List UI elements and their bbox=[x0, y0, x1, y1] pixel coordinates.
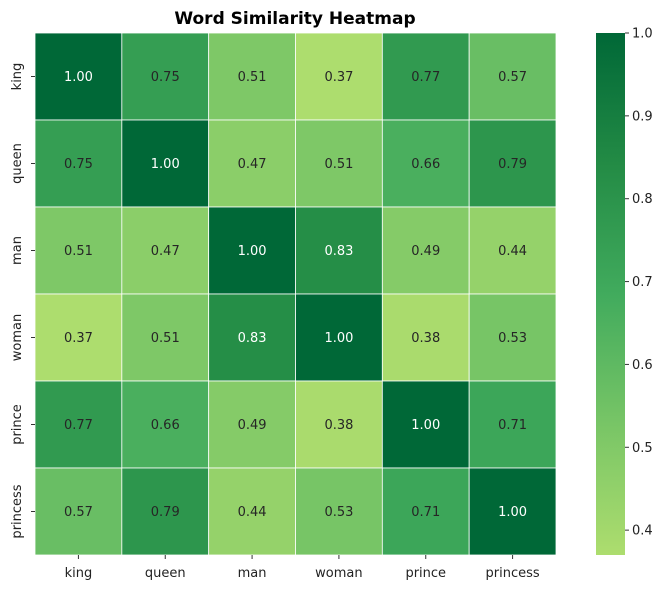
heatmap-cell-prince-woman bbox=[295, 380, 383, 469]
colorbar-tick-label: 0.4 bbox=[632, 524, 653, 539]
cell-value-label: 0.77 bbox=[411, 70, 440, 85]
y-tick-label: princess bbox=[10, 484, 25, 538]
cell-value-label: 1.00 bbox=[324, 331, 353, 346]
cell-value-label: 0.51 bbox=[238, 70, 267, 85]
x-tick-label: princess bbox=[486, 566, 540, 581]
colorbar bbox=[596, 33, 625, 555]
cell-value-label: 0.83 bbox=[238, 331, 267, 346]
heatmap-cell-princess-princess bbox=[468, 467, 557, 556]
cell-value-label: 0.79 bbox=[498, 157, 527, 172]
cell-value-label: 0.53 bbox=[498, 331, 527, 346]
y-tick-label: queen bbox=[10, 143, 25, 184]
heatmap-cell-princess-king bbox=[34, 467, 123, 556]
cell-value-label: 0.75 bbox=[151, 70, 180, 85]
heatmap-cell-prince-king bbox=[34, 380, 123, 469]
cell-value-label: 0.71 bbox=[498, 418, 527, 433]
cell-value-label: 0.51 bbox=[64, 244, 93, 259]
cell-value-label: 0.57 bbox=[498, 70, 527, 85]
cell-value-label: 0.47 bbox=[151, 244, 180, 259]
cell-value-label: 0.75 bbox=[64, 157, 93, 172]
x-axis: king queen man woman prince princess bbox=[65, 555, 540, 581]
y-axis: king queen man woman prince princess bbox=[10, 63, 35, 539]
y-tick-label: king bbox=[10, 63, 25, 91]
cell-value-label: 0.37 bbox=[64, 331, 93, 346]
heatmap-cell-queen-woman bbox=[295, 119, 383, 208]
heatmap-cell-man-princess bbox=[468, 206, 557, 295]
heatmap-cell-queen-queen bbox=[121, 119, 210, 208]
cell-value-label: 1.00 bbox=[64, 70, 93, 85]
heatmap-cell-woman-prince bbox=[381, 293, 470, 382]
heatmap-cell-king-princess bbox=[468, 32, 557, 121]
heatmap-cell-king-prince bbox=[381, 32, 470, 121]
cell-value-label: 0.38 bbox=[324, 418, 353, 433]
cell-value-label: 0.38 bbox=[411, 331, 440, 346]
heatmap-cell-man-woman bbox=[295, 206, 383, 295]
heatmap-cell-man-prince bbox=[381, 206, 470, 295]
cell-value-label: 0.66 bbox=[411, 157, 440, 172]
heatmap-cell-woman-king bbox=[34, 293, 123, 382]
colorbar-tick-label: 0.9 bbox=[632, 109, 653, 124]
cell-value-label: 0.47 bbox=[238, 157, 267, 172]
heatmap-cell-king-queen bbox=[121, 32, 210, 121]
heatmap-cell-woman-woman bbox=[295, 293, 383, 382]
chart-title: Word Similarity Heatmap bbox=[174, 9, 415, 29]
x-tick-label: king bbox=[65, 566, 93, 581]
heatmap-cell-king-king bbox=[34, 32, 123, 121]
heatmap-cell-labels: 1.00 0.75 0.51 0.37 0.77 0.57 0.75 1.00 0.47 0.51… bbox=[64, 70, 527, 520]
cell-value-label: 0.79 bbox=[151, 505, 180, 520]
cell-value-label: 1.00 bbox=[238, 244, 267, 259]
heatmap-cells bbox=[34, 32, 557, 556]
colorbar-tick-label: 0.8 bbox=[632, 192, 653, 207]
cell-value-label: 0.53 bbox=[324, 505, 353, 520]
heatmap-cell-woman-man bbox=[208, 293, 296, 382]
heatmap-cell-prince-man bbox=[208, 380, 296, 469]
heatmap-cell-king-man bbox=[208, 32, 296, 121]
heatmap-cell-woman-princess bbox=[468, 293, 557, 382]
cell-value-label: 0.66 bbox=[151, 418, 180, 433]
x-tick-label: man bbox=[238, 566, 267, 581]
colorbar-axis: 0.4 0.5 0.6 0.7 0.8 0.9 1.0 bbox=[625, 27, 653, 539]
cell-value-label: 0.49 bbox=[411, 244, 440, 259]
x-tick-label: queen bbox=[145, 566, 186, 581]
colorbar-tick-label: 0.5 bbox=[632, 441, 653, 456]
cell-value-label: 0.49 bbox=[238, 418, 267, 433]
heatmap-cell-prince-princess bbox=[468, 380, 557, 469]
cell-value-label: 0.57 bbox=[64, 505, 93, 520]
colorbar-tick-label: 0.6 bbox=[632, 358, 653, 373]
heatmap-cell-man-king bbox=[34, 206, 123, 295]
cell-value-label: 0.77 bbox=[64, 418, 93, 433]
cell-value-label: 0.71 bbox=[411, 505, 440, 520]
cell-value-label: 0.37 bbox=[324, 70, 353, 85]
heatmap-cell-man-queen bbox=[121, 206, 210, 295]
x-tick-label: woman bbox=[315, 566, 362, 581]
cell-value-label: 0.51 bbox=[324, 157, 353, 172]
y-tick-label: prince bbox=[10, 404, 25, 445]
cell-value-label: 1.00 bbox=[151, 157, 180, 172]
cell-value-label: 0.44 bbox=[498, 244, 527, 259]
heatmap-cell-man-man bbox=[208, 206, 296, 295]
colorbar-tick-label: 0.7 bbox=[632, 275, 653, 290]
cell-value-label: 0.51 bbox=[151, 331, 180, 346]
y-tick-label: woman bbox=[10, 314, 25, 361]
cell-value-label: 0.83 bbox=[324, 244, 353, 259]
y-tick-label: man bbox=[10, 236, 25, 265]
heatmap-cell-princess-prince bbox=[381, 467, 470, 556]
colorbar-gradient bbox=[596, 33, 625, 555]
heatmap-cell-queen-princess bbox=[468, 119, 557, 208]
heatmap-cell-prince-prince bbox=[381, 380, 470, 469]
x-tick-label: prince bbox=[405, 566, 446, 581]
heatmap-cell-king-woman bbox=[295, 32, 383, 121]
cell-value-label: 0.44 bbox=[238, 505, 267, 520]
cell-value-label: 1.00 bbox=[411, 418, 440, 433]
cell-value-label: 1.00 bbox=[498, 505, 527, 520]
heatmap-cell-woman-queen bbox=[121, 293, 210, 382]
colorbar-tick-label: 1.0 bbox=[632, 27, 653, 42]
